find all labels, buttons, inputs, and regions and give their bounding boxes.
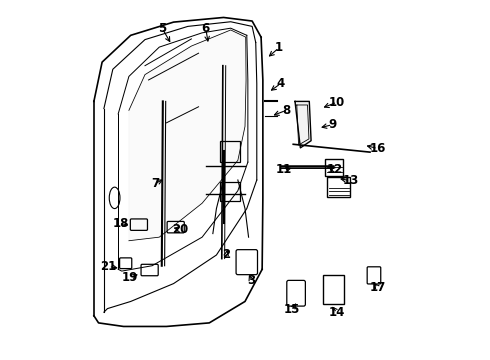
Text: 11: 11 — [275, 163, 292, 176]
Text: 5: 5 — [158, 22, 166, 35]
Text: 3: 3 — [247, 274, 255, 287]
Bar — [220, 141, 240, 162]
Bar — [323, 275, 343, 304]
Bar — [220, 182, 240, 202]
Text: 14: 14 — [329, 306, 345, 319]
Text: 12: 12 — [327, 163, 343, 176]
Text: 13: 13 — [342, 174, 359, 187]
Bar — [325, 158, 343, 176]
Text: 7: 7 — [151, 177, 159, 190]
Text: 4: 4 — [276, 77, 285, 90]
Text: 20: 20 — [172, 223, 188, 236]
Text: 9: 9 — [328, 118, 337, 131]
Bar — [327, 177, 350, 197]
Text: 19: 19 — [122, 271, 138, 284]
Polygon shape — [295, 102, 311, 148]
Text: 6: 6 — [201, 22, 210, 35]
Polygon shape — [129, 30, 246, 241]
Text: 8: 8 — [282, 104, 290, 117]
Text: 21: 21 — [100, 260, 117, 273]
Text: 2: 2 — [222, 248, 230, 261]
Text: 10: 10 — [329, 96, 345, 109]
Text: 15: 15 — [284, 303, 300, 316]
Text: 18: 18 — [113, 217, 129, 230]
Text: 1: 1 — [275, 41, 283, 54]
Text: 16: 16 — [369, 142, 386, 155]
Text: 17: 17 — [370, 282, 386, 294]
